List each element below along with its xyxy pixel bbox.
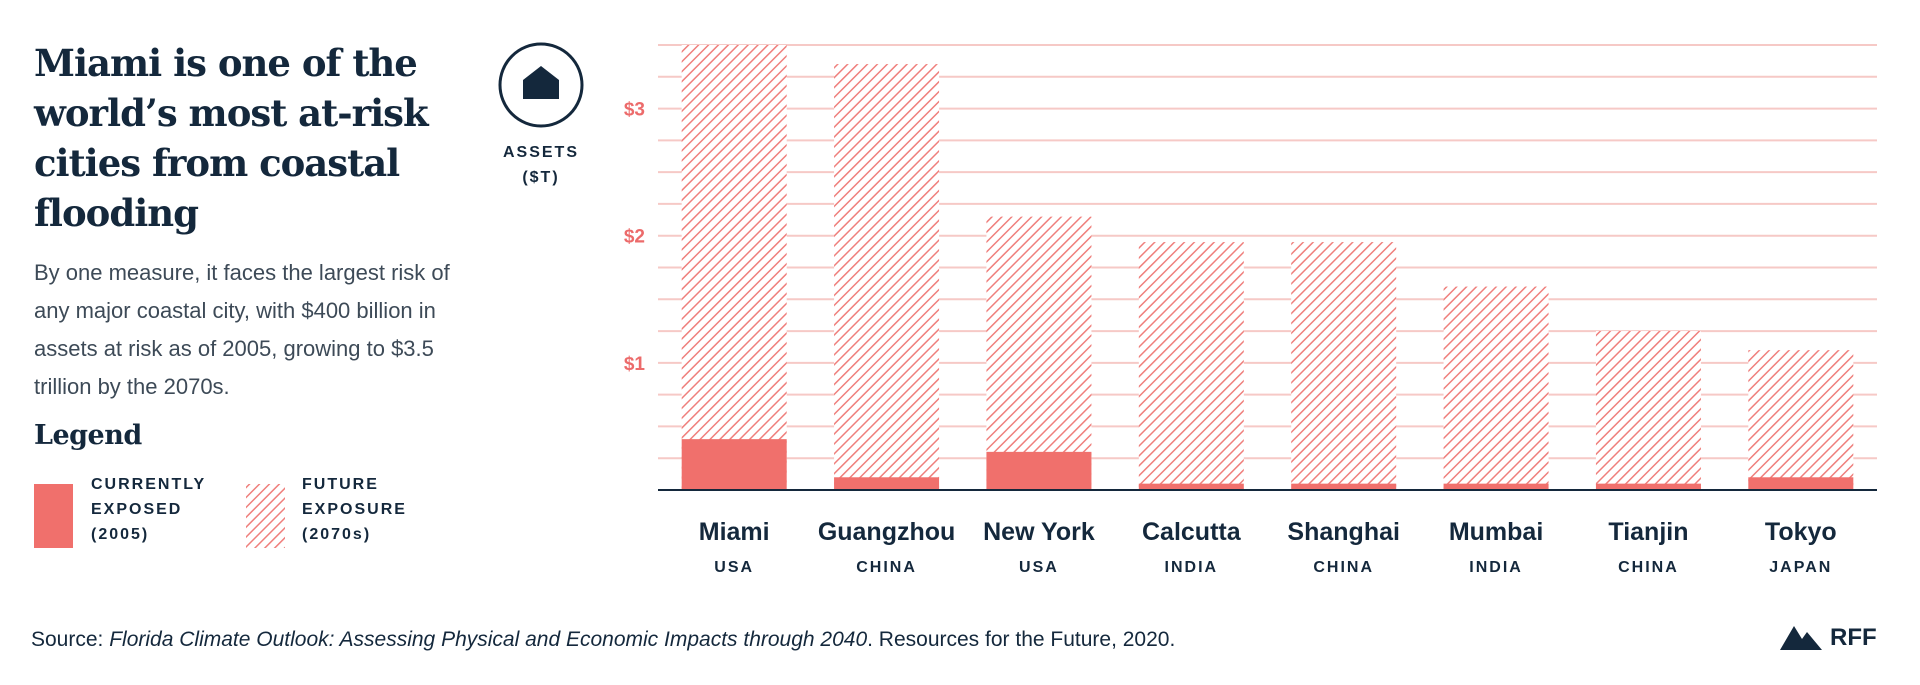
- bar: [681, 439, 787, 490]
- x-tick-label: Calcutta: [1142, 518, 1242, 546]
- bar: [986, 216, 1092, 490]
- x-tick-label: Miami: [699, 518, 770, 546]
- bar: [1748, 350, 1854, 490]
- legend-swatch: [246, 484, 285, 548]
- y-tick-label: $3: [624, 100, 645, 121]
- bar: [1748, 477, 1854, 490]
- bar: [1595, 331, 1701, 490]
- bar: [834, 477, 940, 490]
- logo: RFF: [1830, 624, 1877, 651]
- country-label: CHINA: [1618, 559, 1679, 576]
- axis-label: ASSETS ($T): [502, 144, 579, 186]
- x-tick-label: Tianjin: [1608, 518, 1688, 546]
- country-label: USA: [1019, 559, 1059, 576]
- bar: [986, 451, 1092, 490]
- x-tick-label: New York: [983, 518, 1095, 546]
- house-icon: [523, 66, 559, 99]
- country-label: INDIA: [1469, 559, 1523, 576]
- bar: [1138, 242, 1244, 490]
- legend-label: CURRENTLY EXPOSED (2005): [91, 476, 206, 543]
- x-tick-label: Shanghai: [1287, 518, 1400, 546]
- icon-circle: [498, 42, 584, 128]
- description: By one measure, it faces the largest ris…: [34, 260, 450, 399]
- logo-icon: [1780, 626, 1822, 650]
- title: Miami is one of the world’s most at-risk…: [34, 41, 429, 235]
- bar: [1291, 483, 1397, 490]
- bar: [1595, 483, 1701, 490]
- legend-label: FUTURE EXPOSURE (2070s): [302, 476, 407, 543]
- bar: [1443, 483, 1549, 490]
- country-label: INDIA: [1165, 559, 1219, 576]
- bar: [1443, 286, 1549, 490]
- legend-title: Legend: [34, 420, 142, 451]
- source-label: Source:: [31, 628, 104, 651]
- country-label: USA: [714, 559, 754, 576]
- country-label: CHINA: [856, 559, 917, 576]
- bar: [1138, 483, 1244, 490]
- source: Source: Florida Climate Outlook: Assessi…: [31, 628, 1175, 652]
- source-rest: . Resources for the Future, 2020.: [867, 628, 1176, 651]
- chart: $1 $2 $3 Miami USA Guangzhou CHINA New York USA C…: [34, 42, 1877, 576]
- country-label: JAPAN: [1769, 559, 1832, 576]
- y-tick-label: $1: [624, 354, 646, 375]
- legend-swatch: [34, 484, 73, 548]
- bar: [1291, 242, 1397, 490]
- x-tick-label: Mumbai: [1449, 518, 1543, 546]
- x-tick-label: Guangzhou: [818, 518, 955, 546]
- bar: [681, 45, 787, 490]
- y-tick-label: $2: [624, 227, 645, 248]
- bar: [834, 64, 940, 491]
- source-title: Florida Climate Outlook: Assessing Physi…: [109, 628, 868, 651]
- country-label: CHINA: [1313, 559, 1374, 576]
- x-tick-label: Tokyo: [1765, 518, 1837, 546]
